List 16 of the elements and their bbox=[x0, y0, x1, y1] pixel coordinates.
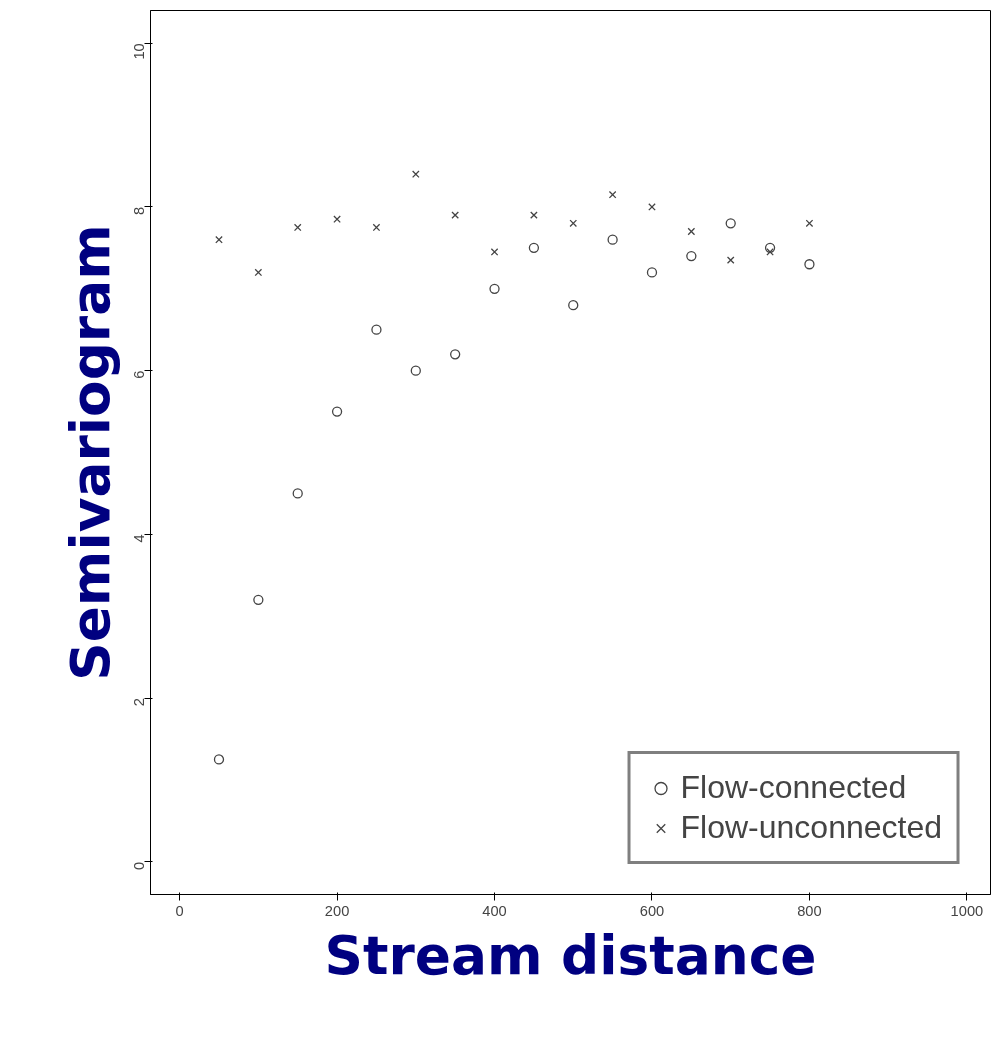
y-tick-label: 0 bbox=[131, 861, 148, 870]
y-tick-label: 8 bbox=[131, 206, 148, 216]
x-tick-label: 0 bbox=[175, 902, 184, 919]
y-tick-label: 2 bbox=[131, 698, 148, 707]
x-tick-label: 800 bbox=[797, 902, 822, 919]
x-tick-label: 600 bbox=[639, 902, 665, 919]
y-tick-label: 4 bbox=[131, 534, 148, 543]
y-tick-label: 10 bbox=[131, 43, 148, 60]
x-tick-label: 400 bbox=[482, 902, 507, 919]
y-tick-label: 6 bbox=[131, 370, 148, 379]
y-axis-title: Semivariogram bbox=[58, 224, 122, 681]
x-tick-label: 200 bbox=[324, 902, 350, 919]
legend-label: Flow-connected bbox=[680, 769, 907, 806]
legend-label: Flow-unconnected bbox=[680, 809, 942, 846]
x-axis-title: Stream distance bbox=[324, 923, 817, 987]
x-tick-label: 1000 bbox=[950, 902, 984, 919]
